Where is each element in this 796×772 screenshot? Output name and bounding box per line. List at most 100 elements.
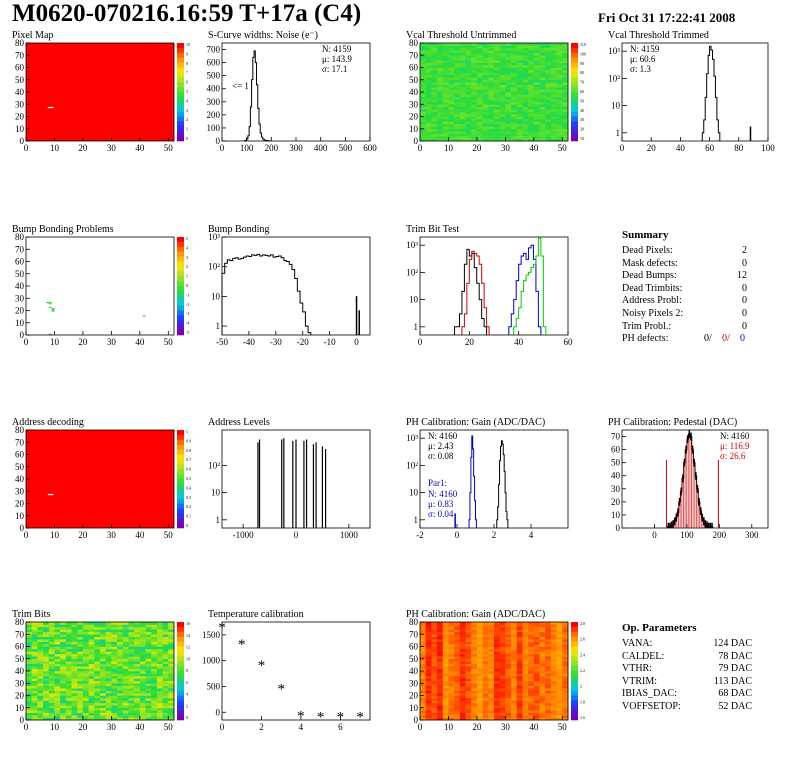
x-tick-label: 100 xyxy=(680,530,694,540)
heatmap-cell xyxy=(37,631,44,635)
heatmap-cell xyxy=(48,710,55,713)
heatmap-cell xyxy=(499,109,506,112)
heatmap-cell xyxy=(499,87,506,90)
heatmap-cell xyxy=(145,683,152,686)
heatmap-cell xyxy=(94,688,101,691)
heatmap-cell xyxy=(459,65,466,68)
heatmap-cell xyxy=(54,680,61,684)
y-tick-label: 10 xyxy=(409,124,419,134)
heatmap-cell xyxy=(431,622,438,625)
heatmap-cell xyxy=(88,683,95,686)
heatmap-cell xyxy=(522,106,529,110)
color-scale-band xyxy=(177,52,184,58)
heatmap-cell xyxy=(459,111,466,115)
heatmap-cell xyxy=(88,656,95,660)
heatmap-cell xyxy=(539,131,546,134)
heatmap-cell xyxy=(54,673,61,677)
heatmap-cell xyxy=(431,72,438,76)
x-tick-label: 0 xyxy=(294,530,299,540)
heatmap-cell xyxy=(482,121,489,125)
op-parameter-value: 52 DAC xyxy=(718,700,752,712)
heatmap-cell xyxy=(476,685,483,689)
heatmap-cell xyxy=(539,658,546,662)
x-tick-label: 10 xyxy=(50,143,60,153)
plot-frame xyxy=(221,236,371,336)
heatmap-cell xyxy=(533,639,540,642)
heatmap-cell xyxy=(43,715,50,718)
heatmap-cell xyxy=(482,707,489,711)
heatmap-cell xyxy=(459,644,466,647)
heatmap-cell xyxy=(122,624,129,628)
heatmap-cell xyxy=(442,705,449,709)
heatmap-cell xyxy=(156,624,163,628)
x-tick-label: 10 xyxy=(50,722,60,732)
heatmap-cell xyxy=(488,690,495,694)
heatmap-cell xyxy=(420,715,426,718)
heatmap-cell xyxy=(420,111,426,115)
heatmap-cell xyxy=(454,118,461,122)
heatmap-cell xyxy=(533,43,540,46)
heatmap-cell xyxy=(128,693,135,696)
heatmap-cell xyxy=(494,663,500,667)
heatmap-cell xyxy=(37,712,44,716)
heatmap-cell xyxy=(151,658,158,662)
op-parameter-value: 124 DAC xyxy=(713,638,752,649)
heatmap-cell xyxy=(533,668,540,672)
heatmap-cell xyxy=(162,700,169,704)
heatmap-cell xyxy=(82,646,89,650)
heatmap-cell xyxy=(82,680,89,684)
heatmap-cell xyxy=(562,658,569,662)
heatmap-cell xyxy=(528,118,535,122)
heatmap-cell xyxy=(94,715,101,718)
heatmap-cell xyxy=(556,79,563,83)
heatmap-cell xyxy=(111,626,118,630)
heatmap-cell xyxy=(465,99,472,103)
heatmap-cell xyxy=(459,43,466,46)
heatmap-cell xyxy=(545,666,552,669)
heatmap-cell xyxy=(528,123,535,127)
heatmap-cell xyxy=(539,52,546,56)
heatmap-cell xyxy=(511,118,518,122)
heatmap-cell xyxy=(488,710,495,713)
heatmap-cell xyxy=(562,84,569,88)
heatmap-cell xyxy=(122,671,129,674)
heatmap-cell xyxy=(105,671,112,674)
heatmap-cell xyxy=(522,626,529,630)
heatmap-cell xyxy=(425,47,432,51)
heatmap-cell xyxy=(168,707,175,711)
heatmap-cell xyxy=(499,55,506,58)
heatmap-cell xyxy=(111,697,118,701)
heatmap-cell xyxy=(431,57,438,61)
heatmap-cell xyxy=(151,712,158,716)
heatmap-cell xyxy=(505,688,512,691)
heatmap-cell xyxy=(545,99,552,103)
heatmap-cell xyxy=(562,644,569,647)
heatmap-cell xyxy=(145,658,152,662)
heatmap-cell xyxy=(139,666,146,669)
color-scale-band xyxy=(177,106,184,112)
heatmap-cell xyxy=(516,126,523,130)
heatmap-cell xyxy=(128,690,135,694)
heatmap-cell xyxy=(60,661,67,664)
heatmap-cell xyxy=(139,715,146,718)
heatmap-cell xyxy=(94,678,101,682)
x-tick-label: 50 xyxy=(558,143,568,153)
heatmap-cell xyxy=(88,663,95,667)
heatmap-cell xyxy=(516,50,523,54)
heatmap-cell xyxy=(562,114,569,117)
heatmap-cell xyxy=(488,43,495,46)
heatmap-cell xyxy=(128,673,135,677)
heatmap-cell xyxy=(533,644,540,647)
heatmap-cell xyxy=(511,123,518,127)
heatmap-cell xyxy=(31,668,38,672)
heatmap-cell xyxy=(88,666,95,669)
color-scale-band xyxy=(177,671,184,677)
heatmap-cell xyxy=(511,663,518,667)
heatmap-cell xyxy=(533,629,540,633)
heatmap-cell xyxy=(437,663,444,667)
heatmap-cell xyxy=(505,712,512,716)
heatmap-cell xyxy=(482,631,489,635)
heatmap-cell xyxy=(562,45,569,49)
heatmap-cell xyxy=(100,705,106,709)
heatmap-cell xyxy=(65,683,72,686)
